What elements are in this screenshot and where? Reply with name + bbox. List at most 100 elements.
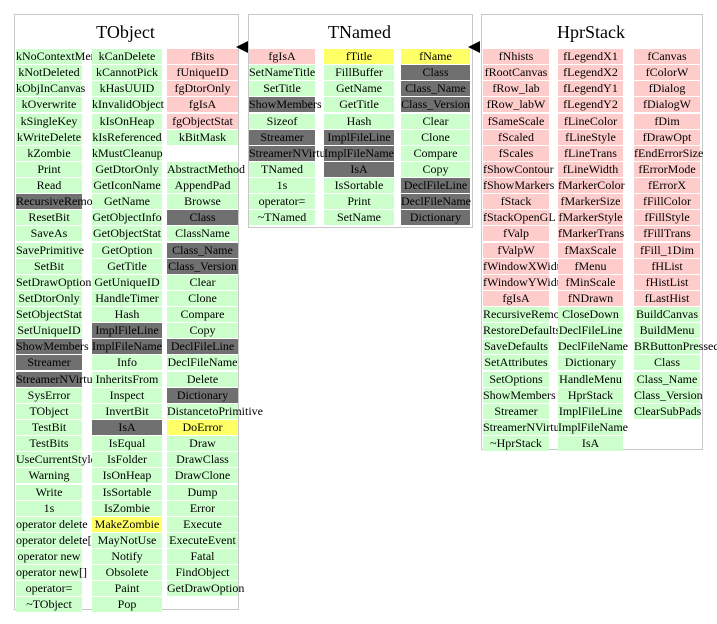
member-cell: GetDrawOption bbox=[167, 581, 245, 596]
member-cell: fValp bbox=[483, 226, 549, 241]
member-cell: fRow_labW bbox=[483, 97, 549, 112]
member-cell: TestBits bbox=[16, 436, 82, 451]
member-cell: Browse bbox=[167, 194, 238, 209]
class-title: TNamed bbox=[328, 22, 391, 42]
member-cell: ImplFileLine bbox=[92, 323, 162, 338]
member-cell: BRButtonPressed bbox=[634, 339, 717, 354]
member-cell: AppendPad bbox=[167, 178, 238, 193]
member-cell: operator new bbox=[16, 549, 82, 564]
member-cell: BuildCanvas bbox=[634, 307, 700, 322]
member-cell: fgIsA bbox=[249, 49, 315, 64]
member-cell: IsFolder bbox=[92, 452, 162, 467]
member-cell: Pop bbox=[92, 597, 162, 612]
member-cell: GetObjectStat bbox=[92, 226, 162, 241]
member-cell: HandleMenu bbox=[558, 372, 623, 387]
member-cell: Class bbox=[634, 355, 700, 370]
member-cell: fMaxScale bbox=[558, 243, 623, 258]
member-cell: fWindowYWidth bbox=[483, 275, 567, 290]
member-cell: Class bbox=[167, 210, 238, 225]
member-cell: fValpW bbox=[483, 243, 549, 258]
member-cell: GetObjectInfo bbox=[92, 210, 162, 225]
member-cell: kObjInCanvas bbox=[16, 81, 86, 96]
member-cell: fMarkerColor bbox=[558, 178, 625, 193]
member-cell: fgDtorOnly bbox=[167, 81, 238, 96]
member-cell: TNamed bbox=[249, 162, 315, 177]
member-cell: fgIsA bbox=[483, 291, 549, 306]
member-cell: fRootCanvas bbox=[483, 65, 549, 80]
member-cell: kBitMask bbox=[167, 130, 238, 145]
member-cell: fName bbox=[401, 49, 470, 64]
member-cell: GetDtorOnly bbox=[92, 162, 162, 177]
member-cell: fMenu bbox=[558, 259, 623, 274]
class-title: TObject bbox=[96, 22, 155, 42]
member-cell: Notify bbox=[92, 549, 162, 564]
member-cell: Execute bbox=[167, 517, 238, 532]
class-title: HprStack bbox=[557, 22, 625, 42]
member-cell: SetBit bbox=[16, 259, 82, 274]
member-cell: Inspect bbox=[92, 388, 162, 403]
member-cell: Dictionary bbox=[558, 355, 623, 370]
member-cell: UseCurrentStyle bbox=[16, 452, 96, 467]
member-cell: SavePrimitive bbox=[16, 243, 84, 258]
member-cell: Clear bbox=[401, 114, 470, 129]
member-cell: fDim bbox=[634, 114, 700, 129]
member-cell: StreamerNVirtual bbox=[483, 420, 569, 435]
member-cell: ImplFileName bbox=[324, 146, 394, 161]
member-cell: ClassName bbox=[167, 226, 238, 241]
member-cell: RestoreDefaults bbox=[483, 323, 561, 338]
member-cell: kHasUUID bbox=[92, 81, 162, 96]
member-cell: Streamer bbox=[249, 130, 315, 145]
member-cell: ShowMembers bbox=[16, 339, 89, 354]
member-cell: DoError bbox=[167, 420, 238, 435]
member-cell: kNoContextMenu bbox=[16, 49, 103, 64]
member-cell: fLineTrans bbox=[558, 146, 623, 161]
member-cell: GetUniqueID bbox=[92, 275, 162, 290]
member-cell: GetName bbox=[324, 81, 394, 96]
member-cell: fFillStyle bbox=[634, 210, 700, 225]
member-cell: fCanvas bbox=[634, 49, 700, 64]
member-cell: FillBuffer bbox=[324, 65, 394, 80]
member-cell: fLegendX1 bbox=[558, 49, 623, 64]
member-cell: Clear bbox=[167, 275, 238, 290]
member-cell: AbstractMethod bbox=[167, 162, 245, 177]
member-cell: HprStack bbox=[558, 388, 623, 403]
member-cell: fDrawOpt bbox=[634, 130, 700, 145]
member-cell: fBits bbox=[167, 49, 238, 64]
member-cell: fMarkerStyle bbox=[558, 210, 623, 225]
member-cell: HandleTimer bbox=[92, 291, 162, 306]
member-cell: DeclFileLine bbox=[167, 339, 238, 354]
member-cell: ImplFileLine bbox=[558, 404, 623, 419]
member-cell: Compare bbox=[401, 146, 470, 161]
member-cell: Streamer bbox=[483, 404, 549, 419]
member-cell: Error bbox=[167, 501, 238, 516]
member-cell: Class_Version bbox=[634, 388, 703, 403]
member-cell: fHistList bbox=[634, 275, 700, 290]
member-cell: TestBit bbox=[16, 420, 82, 435]
member-cell: fWindowXWidth bbox=[483, 259, 567, 274]
member-cell: fShowMarkers bbox=[483, 178, 555, 193]
member-cell: Class_Version bbox=[167, 259, 238, 274]
member-cell: fSameScale bbox=[483, 114, 549, 129]
member-cell: ShowMembers bbox=[249, 97, 322, 112]
member-cell: fNhists bbox=[483, 49, 549, 64]
member-cell: DeclFileName bbox=[167, 355, 238, 370]
member-cell: ResetBit bbox=[16, 210, 82, 225]
member-cell: fRow_lab bbox=[483, 81, 549, 96]
member-cell: Draw bbox=[167, 436, 238, 451]
member-cell: Paint bbox=[92, 581, 162, 596]
member-cell: ImplFileName bbox=[92, 339, 162, 354]
member-cell: TObject bbox=[16, 404, 82, 419]
member-cell: BuildMenu bbox=[634, 323, 700, 338]
member-cell: GetOption bbox=[92, 243, 162, 258]
member-cell: Info bbox=[92, 355, 162, 370]
member-cell: DeclFileLine bbox=[401, 178, 470, 193]
member-cell: operator new[] bbox=[16, 565, 87, 580]
member-cell: Copy bbox=[167, 323, 238, 338]
member-cell: fNDrawn bbox=[558, 291, 623, 306]
member-cell: RecursiveRemove bbox=[16, 194, 104, 209]
member-cell: IsSortable bbox=[324, 178, 394, 193]
member-cell: Dictionary bbox=[167, 388, 238, 403]
member-cell: kWriteDelete bbox=[16, 130, 82, 145]
member-cell: kMustCleanup bbox=[92, 146, 163, 161]
member-cell: fLegendY1 bbox=[558, 81, 623, 96]
